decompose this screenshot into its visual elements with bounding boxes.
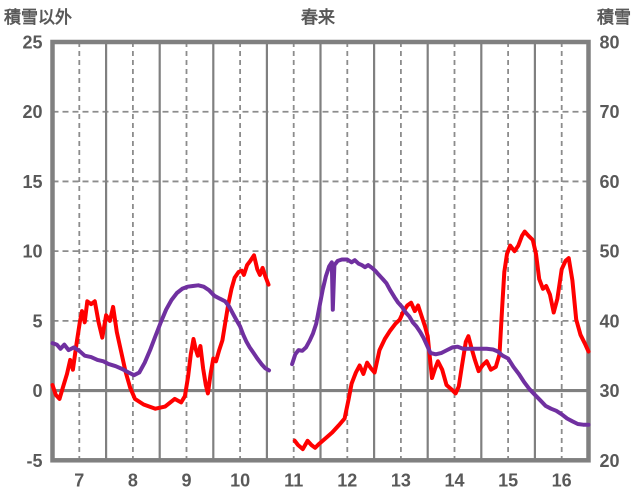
x-axis-tick-label: 11 xyxy=(284,470,303,490)
right-axis-tick-label: 80 xyxy=(600,33,620,53)
series-line-non-snow xyxy=(292,229,591,452)
x-axis-tick-label: 10 xyxy=(230,470,250,490)
series-line-non-snow xyxy=(50,253,271,411)
plot-frame xyxy=(50,39,591,463)
x-axis-tick-label: 14 xyxy=(444,470,464,490)
right-axis-tick-label: 50 xyxy=(600,242,620,262)
left-axis-tick-label: -5 xyxy=(26,451,42,471)
right-axis-tick-label: 70 xyxy=(600,102,620,122)
left-axis-tick-label: 10 xyxy=(22,242,42,262)
left-axis-tick-label: 0 xyxy=(32,381,42,401)
left-axis-title: 積雪以外 xyxy=(4,8,72,27)
x-axis-tick-label: 7 xyxy=(74,470,84,490)
x-axis-tick-label: 16 xyxy=(552,470,572,490)
left-axis-tick-label: 5 xyxy=(32,311,42,331)
x-axis-tick-label: 8 xyxy=(128,470,138,490)
left-axis-tick-label: 25 xyxy=(22,33,42,53)
right-axis-tick-label: 40 xyxy=(600,311,620,331)
right-axis-tick-label: 60 xyxy=(600,172,620,192)
series-line-snow-depth xyxy=(50,283,271,378)
series-line-snow-depth xyxy=(290,257,591,427)
right-axis-title: 積雪 xyxy=(597,8,631,27)
x-axis-tick-label: 9 xyxy=(181,470,191,490)
right-axis-tick-label: 20 xyxy=(600,451,620,471)
left-axis-tick-label: 20 xyxy=(22,102,42,122)
x-axis-tick-label: 13 xyxy=(391,470,411,490)
left-axis-tick-label: 15 xyxy=(22,172,42,192)
x-axis-tick-label: 12 xyxy=(337,470,357,490)
x-axis-tick-label: 15 xyxy=(498,470,518,490)
right-axis-tick-label: 30 xyxy=(600,381,620,401)
